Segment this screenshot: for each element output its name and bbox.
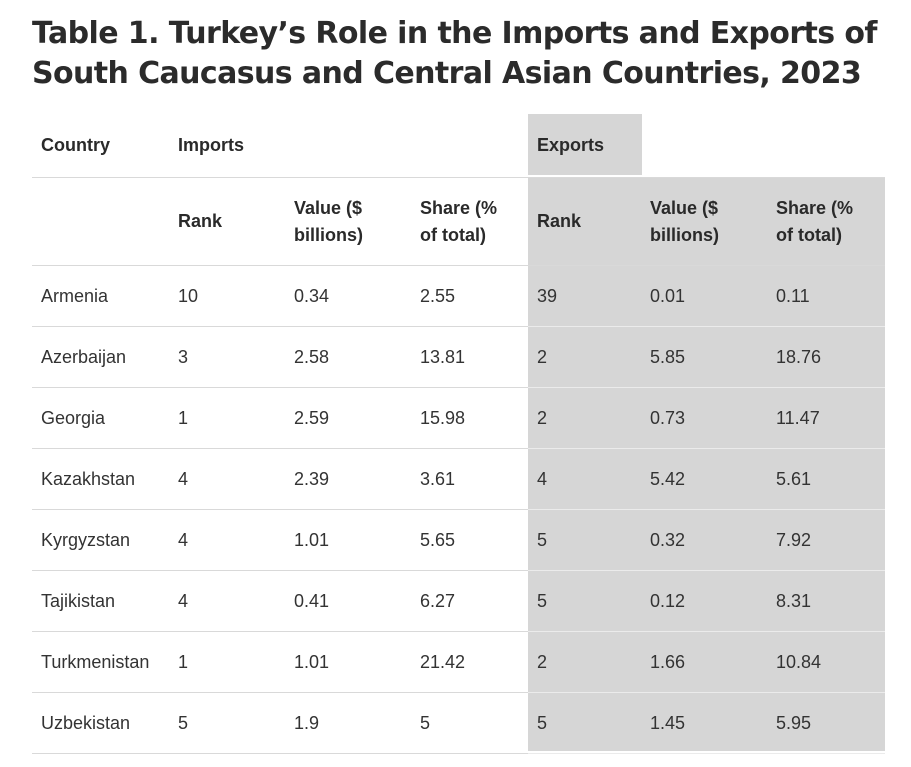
exports-value-cell: 0.32 [650, 530, 686, 550]
exports-share-cell: 0.11 [776, 286, 810, 306]
country-cell: Kyrgyzstan [41, 530, 131, 550]
imports-share-cell: 13.81 [420, 347, 466, 367]
imports-value-cell: 2.59 [294, 408, 330, 428]
exports-rank-cell: 5 [537, 530, 548, 550]
row-divider [32, 753, 885, 754]
exports-rank-cell: 2 [537, 347, 548, 367]
row-divider-exports [528, 692, 885, 693]
row-divider-exports [528, 570, 885, 571]
exports-value-cell: 0.12 [650, 591, 686, 611]
imports-rank-cell: 4 [178, 530, 189, 550]
country-cell: Armenia [41, 286, 109, 306]
imports-rank-cell: 1 [178, 652, 189, 672]
exports-columns-background [528, 177, 885, 751]
exports-header-band [528, 114, 642, 175]
row-divider-exports [528, 753, 885, 754]
header-exports-share-line1: Share (% [776, 198, 854, 218]
exports-share-cell: 18.76 [776, 347, 822, 367]
table-title: Table 1. Turkey’s Role in the Imports an… [32, 16, 877, 91]
exports-share-cell: 10.84 [776, 652, 822, 672]
country-cell: Uzbekistan [41, 713, 131, 733]
imports-share-cell: 5.65 [420, 530, 456, 550]
header-imports: Imports [178, 135, 245, 155]
imports-value-cell: 1.9 [294, 713, 320, 733]
row-divider [32, 631, 885, 632]
exports-share-cell: 8.31 [776, 591, 812, 611]
exports-share-cell: 5.61 [776, 469, 812, 489]
header-imports-rank: Rank [178, 211, 223, 231]
row-divider [32, 570, 885, 571]
row-divider [32, 692, 885, 693]
country-cell: Tajikistan [41, 591, 116, 611]
exports-value-cell: 1.45 [650, 713, 686, 733]
row-divider-exports [528, 326, 885, 327]
imports-share-cell: 15.98 [420, 408, 466, 428]
exports-value-cell: 5.85 [650, 347, 686, 367]
imports-rank-cell: 3 [178, 347, 189, 367]
header-imports-share-line2: of total) [420, 225, 486, 245]
imports-value-cell: 1.01 [294, 530, 330, 550]
exports-share-cell: 5.95 [776, 713, 812, 733]
header-imports-value-line1: Value ($ [294, 198, 363, 218]
imports-share-cell: 5 [420, 713, 431, 733]
imports-rank-cell: 5 [178, 713, 189, 733]
imports-rank-cell: 4 [178, 591, 189, 611]
country-cell: Turkmenistan [41, 652, 150, 672]
exports-share-cell: 11.47 [776, 408, 820, 428]
row-divider-exports [528, 509, 885, 510]
exports-value-cell: 1.66 [650, 652, 686, 672]
imports-share-cell: 6.27 [420, 591, 456, 611]
header-exports: Exports [537, 135, 605, 155]
imports-share-cell: 3.61 [420, 469, 456, 489]
header-exports-value-line2: billions) [650, 225, 719, 245]
exports-rank-cell: 5 [537, 591, 548, 611]
country-cell: Azerbaijan [41, 347, 127, 367]
imports-share-cell: 2.55 [420, 286, 456, 306]
exports-rank-cell: 2 [537, 408, 548, 428]
imports-rank-cell: 1 [178, 408, 189, 428]
country-cell: Kazakhstan [41, 469, 136, 489]
header-imports-value-line2: billions) [294, 225, 363, 245]
imports-value-cell: 2.39 [294, 469, 330, 489]
imports-value-cell: 0.41 [294, 591, 330, 611]
imports-rank-cell: 4 [178, 469, 189, 489]
header-country: Country [41, 135, 110, 155]
exports-rank-cell: 39 [537, 286, 558, 306]
row-divider [32, 326, 885, 327]
imports-value-cell: 0.34 [294, 286, 330, 306]
country-cell: Georgia [41, 408, 106, 428]
row-divider-exports [528, 448, 885, 449]
imports-rank-cell: 10 [178, 286, 199, 306]
row-divider [32, 509, 885, 510]
exports-share-cell: 7.92 [776, 530, 812, 550]
subheader-divider [32, 265, 885, 266]
exports-rank-cell: 5 [537, 713, 548, 733]
header-exports-value-line1: Value ($ [650, 198, 719, 218]
row-divider-exports [528, 631, 885, 632]
row-divider [32, 387, 885, 388]
header-exports-rank: Rank [537, 211, 582, 231]
imports-value-cell: 1.01 [294, 652, 330, 672]
exports-rank-cell: 2 [537, 652, 548, 672]
exports-rank-cell: 4 [537, 469, 548, 489]
exports-value-cell: 0.73 [650, 408, 686, 428]
header-exports-share-line2: of total) [776, 225, 842, 245]
header-imports-share-line1: Share (% [420, 198, 498, 218]
row-divider [32, 448, 885, 449]
row-divider-exports [528, 387, 885, 388]
imports-value-cell: 2.58 [294, 347, 330, 367]
header-divider [32, 177, 885, 178]
exports-value-cell: 0.01 [650, 286, 686, 306]
exports-value-cell: 5.42 [650, 469, 686, 489]
imports-share-cell: 21.42 [420, 652, 466, 672]
